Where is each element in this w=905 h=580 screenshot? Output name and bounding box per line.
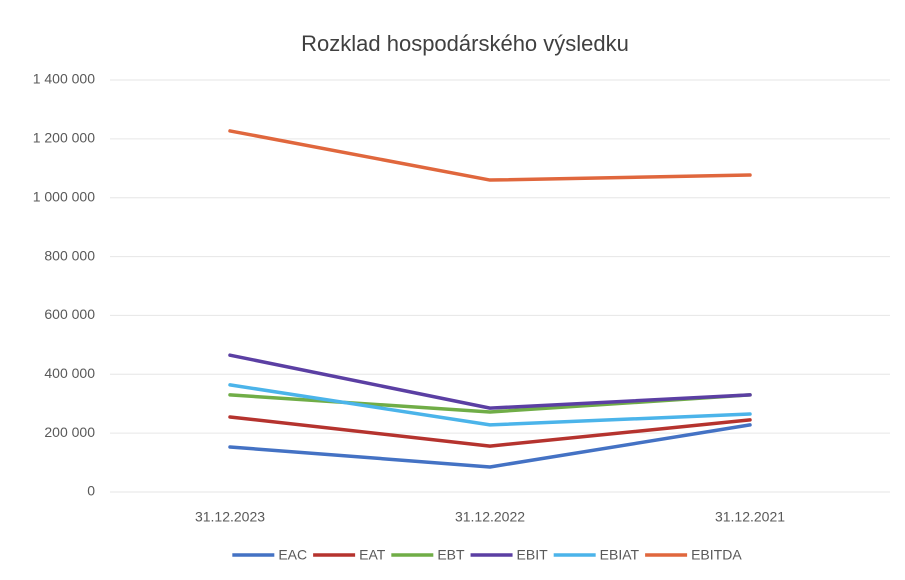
legend-label: EBIT bbox=[517, 547, 549, 563]
x-tick-label: 31.12.2022 bbox=[455, 509, 525, 525]
x-tick-label: 31.12.2023 bbox=[195, 509, 265, 525]
y-tick-label: 800 000 bbox=[44, 247, 95, 263]
legend-label: EBITDA bbox=[691, 547, 742, 563]
legend-label: EAC bbox=[278, 547, 307, 563]
legend-label: EBIAT bbox=[600, 547, 640, 563]
y-tick-label: 600 000 bbox=[44, 306, 95, 322]
y-tick-label: 1 400 000 bbox=[33, 71, 95, 87]
legend-label: EBT bbox=[437, 547, 465, 563]
series-line bbox=[228, 383, 752, 427]
y-tick-label: 200 000 bbox=[44, 424, 95, 440]
series-line bbox=[228, 353, 752, 410]
series-line bbox=[228, 129, 752, 182]
series-line bbox=[228, 415, 752, 448]
x-tick-label: 31.12.2021 bbox=[715, 509, 785, 525]
y-tick-label: 0 bbox=[87, 483, 95, 499]
legend-label: EAT bbox=[359, 547, 386, 563]
chart-title: Rozklad hospodárského výsledku bbox=[301, 31, 629, 56]
y-tick-label: 1 000 000 bbox=[33, 188, 95, 204]
series-line bbox=[228, 423, 752, 469]
y-tick-label: 1 200 000 bbox=[33, 130, 95, 146]
y-tick-label: 400 000 bbox=[44, 365, 95, 381]
